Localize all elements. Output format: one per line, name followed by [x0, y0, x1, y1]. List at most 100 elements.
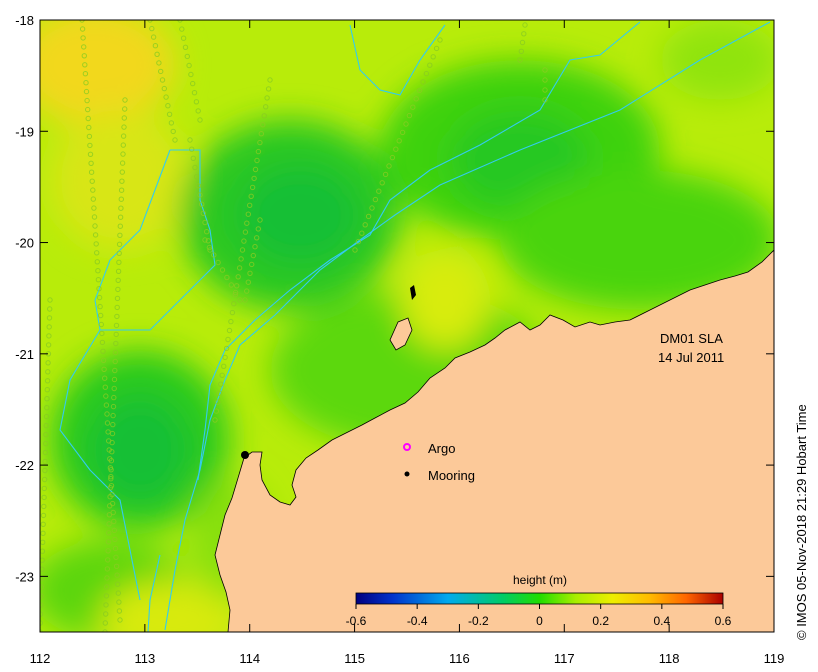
track-dot: [110, 509, 116, 516]
track-dot: [542, 67, 548, 73]
colorbar-gradient: [355, 592, 724, 605]
track-dot: [111, 527, 118, 534]
track-dot: [107, 485, 114, 491]
track-dot: [228, 282, 235, 288]
colorbar-tick-label: 0.6: [715, 614, 732, 628]
track-dot: [44, 405, 50, 411]
track-dot: [430, 54, 436, 60]
track-dot: [224, 274, 230, 281]
track-dot: [112, 536, 118, 543]
track-dot: [113, 563, 120, 569]
track-dot: [386, 163, 392, 169]
track-dot: [108, 467, 114, 473]
track-dot: [43, 431, 49, 438]
track-dot: [122, 106, 128, 112]
track-dot: [41, 485, 47, 492]
track-dot: [83, 80, 89, 86]
track-dot: [218, 381, 224, 387]
track-dot: [215, 399, 221, 405]
track-dot: [413, 96, 419, 102]
track-dot: [221, 363, 227, 369]
track-dot: [40, 584, 45, 590]
track-dot: [113, 322, 120, 329]
track-dot: [522, 22, 528, 28]
track-dot: [207, 247, 213, 253]
track-dot: [87, 142, 93, 149]
track-dot: [154, 51, 160, 57]
track-dot: [170, 128, 176, 135]
track-dot: [115, 581, 121, 587]
track-dot: [90, 187, 96, 193]
track-dot: [45, 360, 51, 366]
track-dot: [47, 306, 53, 312]
colorbar-tick-label: -0.4: [407, 614, 428, 628]
track-dot: [46, 333, 52, 339]
track-dot: [222, 354, 228, 361]
track-dot: [89, 178, 95, 184]
track-dot: [265, 86, 272, 92]
track-dot: [46, 315, 53, 321]
island: [389, 317, 413, 351]
track-dot: [213, 408, 220, 414]
track-dot: [116, 250, 122, 257]
track-dot: [244, 288, 250, 294]
y-tick-label: -23: [15, 569, 34, 584]
track-dot: [104, 584, 110, 590]
track-dot: [257, 217, 263, 223]
track-dot: [542, 77, 548, 83]
track-dot: [406, 112, 413, 119]
colorbar-tick-label: -0.6: [346, 614, 367, 628]
track-dot: [219, 267, 226, 273]
track-dot: [43, 422, 49, 429]
track-dot: [43, 440, 49, 447]
track-dot: [96, 294, 103, 301]
track-dot: [165, 103, 171, 109]
track-dot: [42, 449, 49, 456]
track-dot: [102, 620, 109, 626]
track-dot: [182, 44, 189, 50]
track-dot: [249, 184, 256, 191]
track-dot: [95, 268, 101, 274]
track-dot: [106, 521, 112, 527]
track-dot: [40, 521, 46, 527]
track-dot: [433, 45, 440, 52]
track-dot: [427, 62, 433, 68]
mooring-marker: [241, 451, 249, 459]
track-dot: [46, 324, 52, 330]
map-date: 14 Jul 2011: [658, 350, 724, 365]
track-dot: [41, 494, 47, 501]
track-dot: [382, 171, 389, 178]
track-dot: [437, 37, 443, 43]
track-dot: [111, 518, 117, 525]
track-dot: [114, 313, 120, 320]
track-dot: [98, 312, 104, 319]
track-dot: [195, 183, 202, 189]
track-dot: [234, 283, 240, 289]
track-dot: [177, 20, 183, 23]
track-dot: [45, 342, 52, 348]
track-dot: [98, 321, 105, 328]
track-dot: [150, 34, 157, 40]
track-dot: [109, 439, 115, 446]
track-dot: [109, 430, 116, 437]
track-dot: [87, 151, 94, 158]
sla-field: [40, 20, 774, 632]
track-dot: [111, 376, 118, 383]
track-dot: [168, 120, 175, 126]
track-dot: [237, 297, 243, 303]
x-tick-label: 118: [659, 651, 680, 666]
track-dot: [114, 572, 120, 578]
track-dot: [416, 87, 423, 94]
track-dot: [44, 387, 50, 393]
track-dot: [94, 259, 101, 265]
track-dot: [216, 390, 223, 396]
track-dot: [108, 474, 114, 480]
track-dot: [258, 131, 264, 137]
track-dot: [103, 593, 110, 599]
track-dot: [393, 146, 399, 152]
track-dot: [117, 214, 124, 220]
track-dot: [103, 611, 109, 617]
track-dot: [226, 327, 233, 334]
track-dot: [116, 599, 122, 605]
